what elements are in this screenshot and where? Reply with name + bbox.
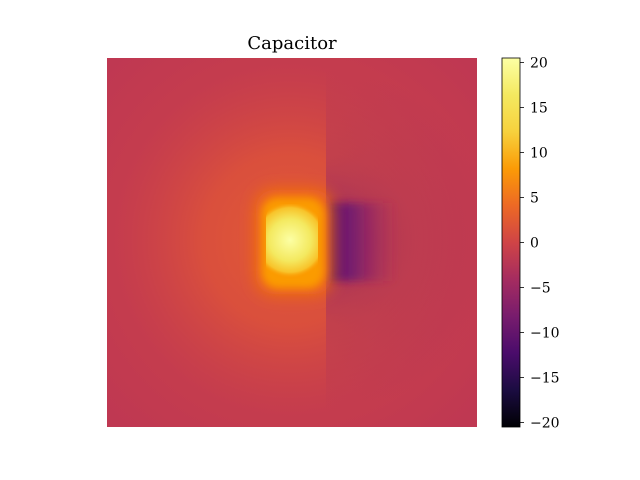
colorbar: 20 15 10 5 0 −5 −10 −15 −20 [501, 56, 560, 432]
colorbar-tick-label: −20 [530, 416, 560, 432]
colorbar-tick-label: 10 [530, 146, 548, 162]
positive-plate [266, 204, 318, 280]
colorbar-tick-label: 20 [530, 56, 548, 72]
colorbar-tick-label: 5 [530, 191, 539, 207]
colorbar-tick-label: −10 [530, 326, 560, 342]
negative-plate [326, 203, 396, 281]
colorbar-tick-label: 15 [530, 101, 548, 117]
heatmap-field [107, 58, 477, 427]
colorbar-gradient [501, 57, 521, 428]
colorbar-tick-label: 0 [530, 236, 539, 252]
colorbar-tick-label: −5 [530, 281, 551, 297]
colorbar-ticks: 20 15 10 5 0 −5 −10 −15 −20 [520, 56, 560, 432]
colorbar-tick-label: −15 [530, 371, 560, 387]
chart-title: Capacitor [247, 33, 337, 54]
